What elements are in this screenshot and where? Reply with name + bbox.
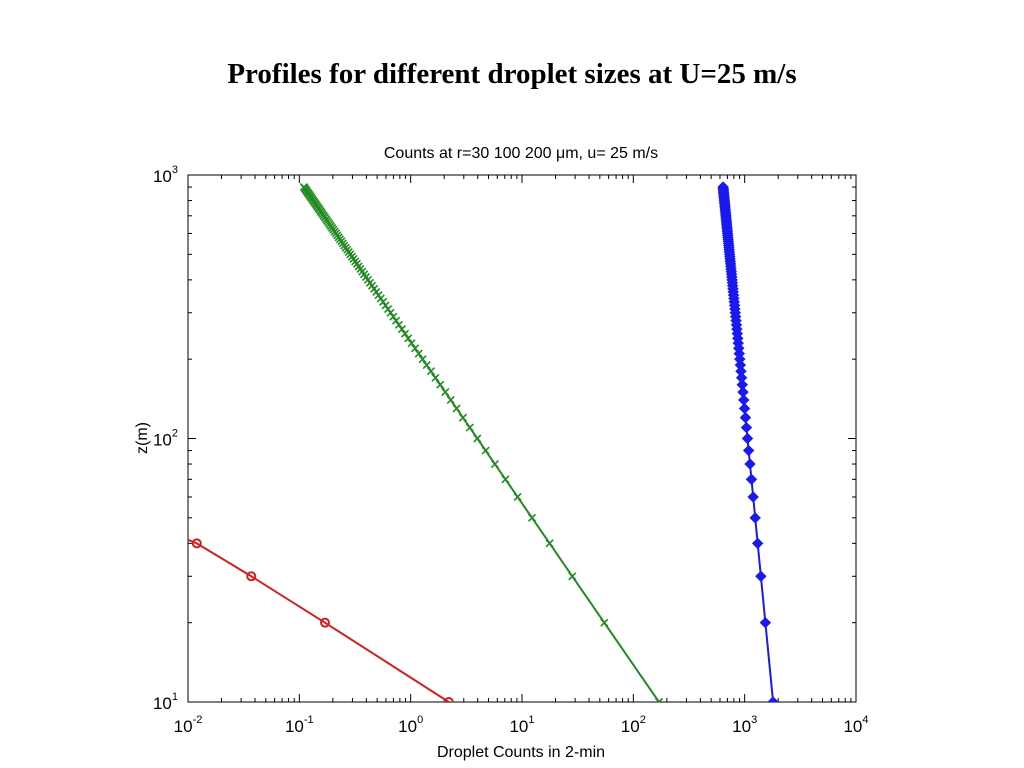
x-tick-label: 10-2 <box>174 714 203 736</box>
data-point <box>431 373 440 382</box>
data-point <box>501 475 510 484</box>
x-tick-label: 100 <box>398 714 423 736</box>
data-point <box>741 432 754 445</box>
data-point <box>742 444 755 457</box>
data-point <box>767 696 779 702</box>
data-point <box>735 372 748 384</box>
data-point <box>446 395 455 405</box>
x-axis-label: Droplet Counts in 2-min <box>437 744 605 761</box>
data-point <box>751 537 764 550</box>
data-point <box>745 473 758 486</box>
data-point <box>654 697 664 702</box>
series-layer <box>188 181 779 702</box>
data-point <box>737 386 749 398</box>
data-point <box>441 388 450 397</box>
y-axis-label: z(m) <box>134 422 151 454</box>
data-point <box>568 572 577 581</box>
data-point <box>733 347 745 360</box>
data-point <box>400 329 410 338</box>
data-point <box>414 349 423 358</box>
data-point <box>389 312 398 321</box>
data-point <box>426 367 435 376</box>
data-point <box>407 339 416 348</box>
data-point <box>738 394 750 406</box>
data-point <box>739 411 752 424</box>
chart-title: Counts at r=30 100 200 μm, u= 25 m/s <box>384 145 658 162</box>
data-point <box>736 379 748 391</box>
data-point <box>411 344 420 353</box>
series-2 <box>717 181 779 702</box>
data-point <box>513 492 522 502</box>
data-point <box>436 380 445 389</box>
data-point <box>749 512 761 524</box>
axis-ticks <box>187 174 857 703</box>
series-1 <box>299 182 664 702</box>
data-point <box>600 618 609 627</box>
x-tick-label: 102 <box>621 714 646 736</box>
x-tick-label: 10-1 <box>285 714 314 736</box>
data-point <box>744 458 756 470</box>
data-point <box>527 513 537 522</box>
data-point <box>394 320 404 329</box>
y-tick-label: 102 <box>153 428 178 450</box>
data-point <box>397 325 406 334</box>
y-tick-label: 101 <box>153 691 178 713</box>
data-point <box>734 359 747 371</box>
data-point <box>755 570 767 582</box>
series-0 <box>188 538 454 702</box>
x-tick-label: 103 <box>732 714 757 736</box>
data-point <box>404 334 413 343</box>
data-point <box>759 616 772 629</box>
data-point <box>392 316 401 325</box>
data-point <box>452 404 461 413</box>
x-tick-label: 101 <box>509 714 534 736</box>
data-point <box>443 697 454 702</box>
data-point <box>490 459 499 469</box>
data-point <box>481 446 490 455</box>
data-point <box>422 360 431 370</box>
data-point <box>299 182 309 192</box>
data-point <box>545 539 554 548</box>
data-point <box>386 308 395 317</box>
series-line <box>188 538 450 702</box>
data-point <box>473 434 482 443</box>
data-point <box>465 423 474 432</box>
data-point <box>191 538 202 549</box>
data-point <box>458 413 467 422</box>
data-point <box>418 355 427 364</box>
tick-labels: 10-2 10-1 100 101 102 103 104 101 102 103 <box>153 164 869 736</box>
data-point <box>740 421 753 434</box>
data-point <box>246 571 257 582</box>
plot-area-box <box>187 174 857 703</box>
x-tick-label: 104 <box>843 714 868 736</box>
data-point <box>717 181 729 193</box>
data-point <box>747 491 759 503</box>
data-point <box>738 402 751 415</box>
y-tick-label: 103 <box>153 164 178 186</box>
data-point <box>319 617 330 628</box>
slide-title: Profiles for different droplet sizes at … <box>227 58 797 90</box>
